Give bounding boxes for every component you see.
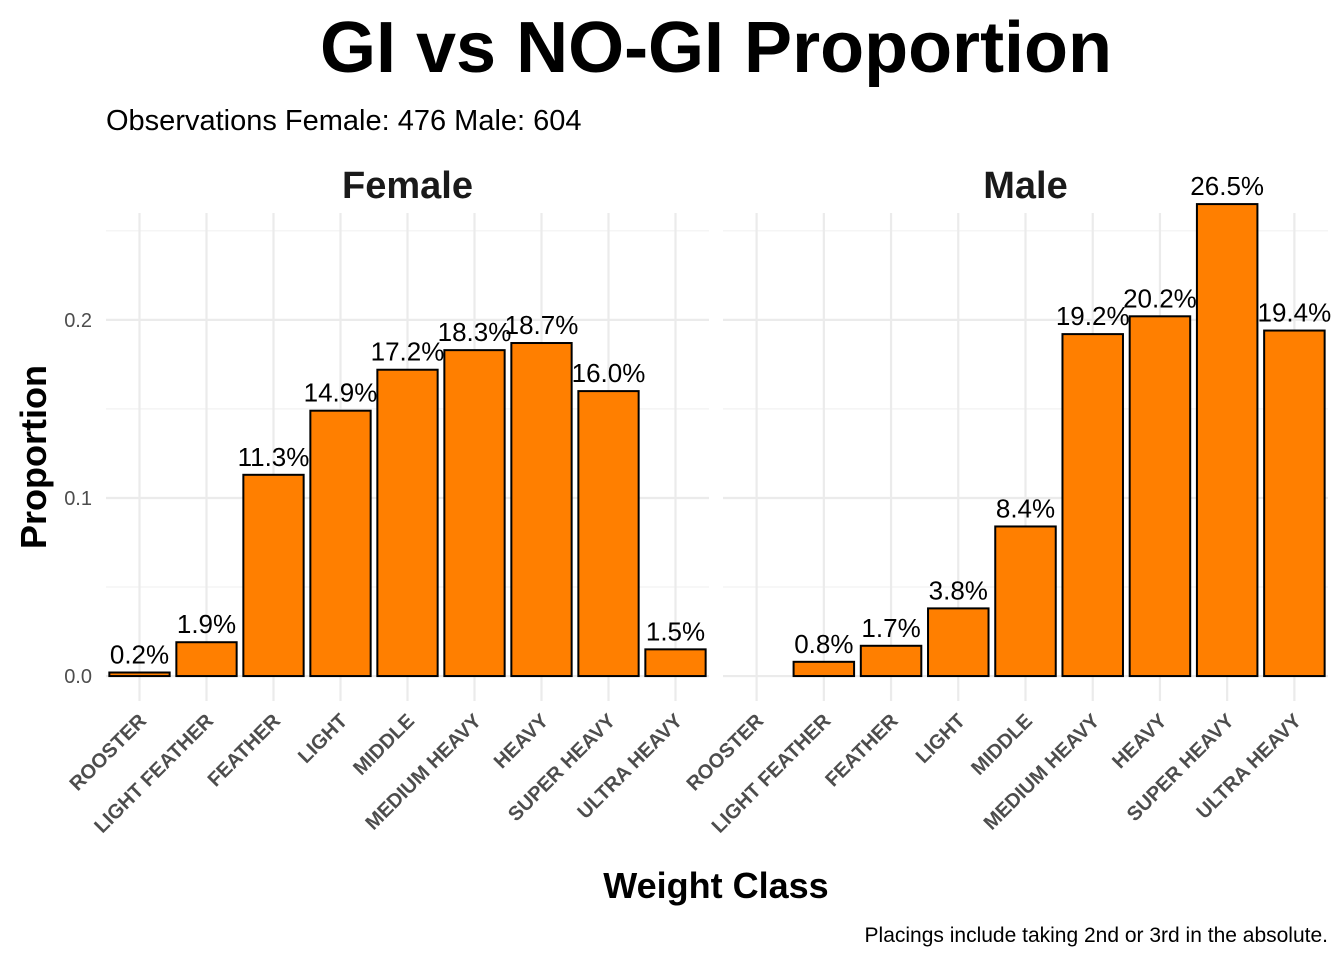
x-tick-label: MEDIUM HEAVY (980, 710, 1105, 835)
data-label: 19.2% (1056, 301, 1130, 331)
bar-medium-heavy (443, 349, 506, 678)
data-label: 26.5% (1190, 171, 1264, 201)
data-label: 11.3% (238, 442, 310, 472)
x-tick-label: MEDIUM HEAVY (362, 710, 487, 835)
x-tick-label: LIGHT (912, 710, 970, 768)
bar-light-feather (175, 641, 238, 678)
data-label: 18.7% (505, 310, 579, 340)
bar-heavy (1128, 315, 1192, 678)
data-label: 1.7% (861, 613, 920, 643)
bar-rooster (108, 671, 171, 678)
x-tick-label: LIGHT (294, 710, 352, 768)
bar-feather (859, 644, 923, 678)
y-axis-title: Proportion (13, 365, 54, 549)
chart-caption: Placings include taking 2nd or 3rd in th… (865, 924, 1328, 947)
bar-feather (242, 473, 305, 678)
bar-heavy (510, 342, 573, 678)
x-tick-label: LIGHT FEATHER (90, 710, 218, 838)
bar-light-feather (792, 660, 856, 678)
data-label: 1.9% (177, 609, 236, 639)
data-label: 17.2% (371, 337, 445, 367)
bar-light (309, 409, 372, 678)
bar-medium-heavy (1061, 333, 1124, 678)
bar-middle (994, 525, 1057, 678)
data-label: 14.9% (304, 378, 378, 408)
data-label: 0.8% (794, 629, 853, 659)
bar-super-heavy (577, 390, 640, 678)
x-tick-label: FEATHER (204, 710, 286, 792)
data-label: 8.4% (996, 493, 1055, 523)
data-label: 20.2% (1123, 283, 1197, 313)
bar-ultra-heavy (1263, 329, 1326, 678)
data-label: 18.3% (438, 317, 512, 347)
x-tick-label: HEAVY (490, 710, 554, 774)
chart-title: GI vs NO-GI Proportion (320, 8, 1112, 88)
facet-title-male: Male (983, 165, 1067, 207)
x-axis-title: Weight Class (603, 865, 828, 906)
facet-title-female: Female (342, 165, 473, 207)
x-tick-label: HEAVY (1108, 710, 1172, 774)
x-tick-label: FEATHER (821, 710, 903, 792)
x-tick-label: LIGHT FEATHER (708, 710, 836, 838)
bar-middle (376, 368, 439, 678)
x-tick-label: MIDDLE (967, 710, 1037, 780)
y-tick-label: 0.1 (64, 488, 92, 510)
data-label: 19.4% (1258, 298, 1332, 328)
bar-super-heavy (1195, 203, 1259, 678)
data-label: 1.5% (646, 616, 705, 646)
data-label: 0.2% (110, 640, 169, 670)
data-label: 3.8% (929, 575, 988, 605)
bar-ultra-heavy (644, 648, 707, 678)
data-label: 16.0% (572, 358, 646, 388)
x-tick-label: MIDDLE (349, 710, 419, 780)
chart-subtitle: Observations Female: 476 Male: 604 (106, 105, 582, 137)
y-tick-label: 0.0 (64, 666, 92, 688)
y-tick-label: 0.2 (64, 310, 92, 332)
bar-light (927, 607, 990, 678)
